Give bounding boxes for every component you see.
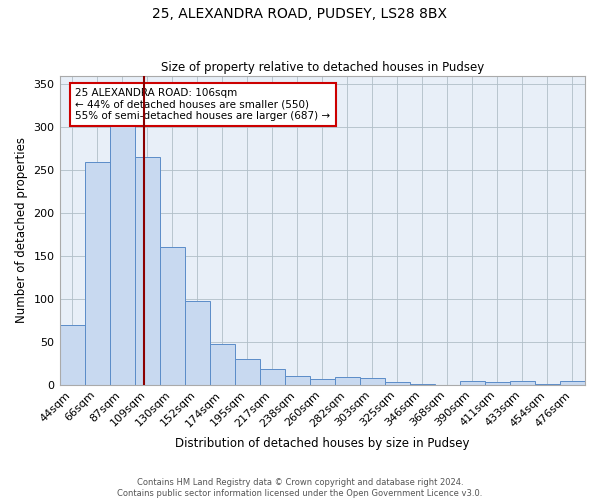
Bar <box>460 382 485 385</box>
Bar <box>360 378 385 385</box>
Bar <box>59 324 85 385</box>
Bar <box>185 300 209 385</box>
Bar <box>260 370 285 385</box>
Bar <box>160 248 185 385</box>
Bar <box>85 162 110 385</box>
Text: Contains HM Land Registry data © Crown copyright and database right 2024.
Contai: Contains HM Land Registry data © Crown c… <box>118 478 482 498</box>
Bar <box>410 384 435 385</box>
Bar <box>510 382 535 385</box>
Bar <box>385 382 410 385</box>
Bar <box>535 384 560 385</box>
Y-axis label: Number of detached properties: Number of detached properties <box>15 137 28 323</box>
Title: Size of property relative to detached houses in Pudsey: Size of property relative to detached ho… <box>161 62 484 74</box>
Bar <box>485 382 510 385</box>
Bar <box>110 102 134 385</box>
Bar <box>285 376 310 385</box>
Bar <box>134 158 160 385</box>
Bar <box>560 382 585 385</box>
Bar <box>209 344 235 385</box>
Text: 25 ALEXANDRA ROAD: 106sqm
← 44% of detached houses are smaller (550)
55% of semi: 25 ALEXANDRA ROAD: 106sqm ← 44% of detac… <box>76 88 331 121</box>
Bar <box>310 379 335 385</box>
Text: 25, ALEXANDRA ROAD, PUDSEY, LS28 8BX: 25, ALEXANDRA ROAD, PUDSEY, LS28 8BX <box>152 8 448 22</box>
Bar <box>335 377 360 385</box>
X-axis label: Distribution of detached houses by size in Pudsey: Distribution of detached houses by size … <box>175 437 470 450</box>
Bar <box>235 359 260 385</box>
